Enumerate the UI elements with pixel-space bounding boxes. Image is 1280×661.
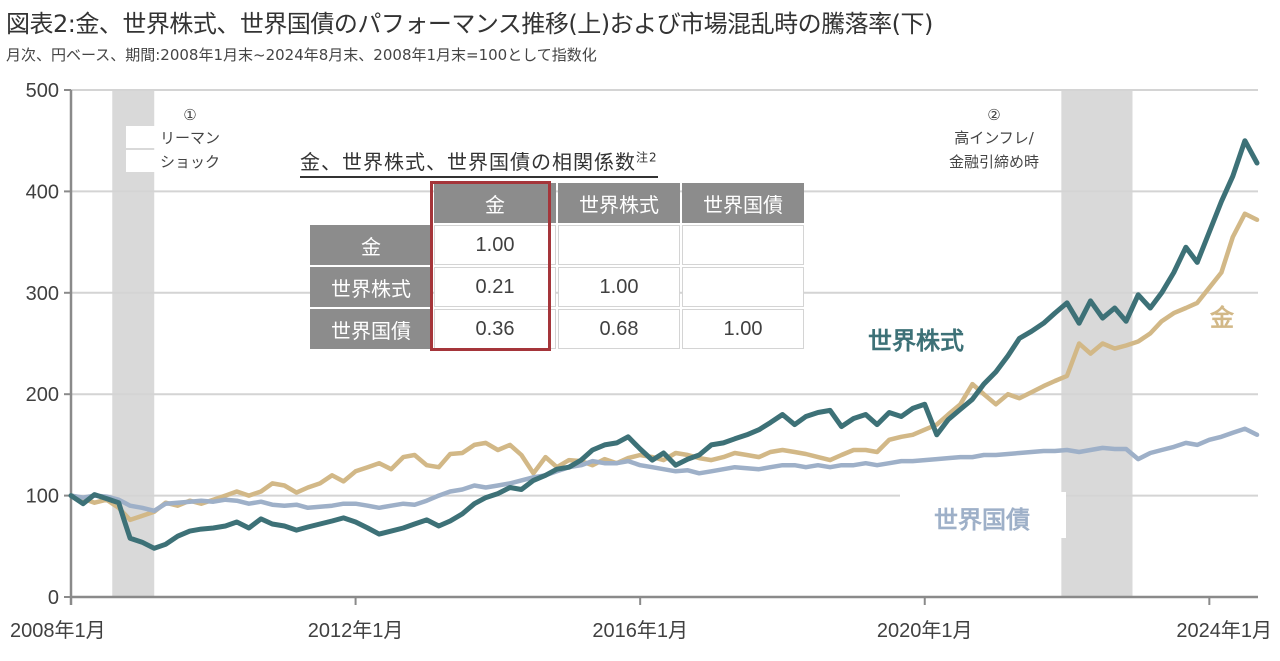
y-tick-label: 500 (26, 80, 59, 102)
column-header: 金 (434, 183, 556, 223)
correlation-cell (682, 225, 804, 265)
y-tick-label: 200 (26, 384, 59, 406)
series-line-gold (68, 211, 1260, 523)
y-tick-label: 300 (26, 283, 59, 305)
correlation-row: 世界株式 0.21 1.00 (310, 267, 804, 307)
shaded-period-2 (1061, 90, 1133, 597)
correlation-title-text: 金、世界株式、世界国債の相関係数 (300, 150, 636, 174)
correlation-cell: 1.00 (682, 309, 804, 349)
row-header: 金 (310, 225, 432, 265)
correlation-cell: 0.36 (434, 309, 556, 349)
column-header: 世界国債 (682, 183, 804, 223)
annotation-number: ② (987, 106, 1000, 124)
correlation-table: 金 世界株式 世界国債 金 1.00 世界株式 0.21 1.00 世界国債 0… (308, 181, 806, 351)
chart-title: 図表2:金、世界株式、世界国債のパフォーマンス推移(上)および市場混乱時の騰落率… (6, 10, 933, 38)
series-label-backdrop (900, 492, 1066, 538)
correlation-cell (682, 267, 804, 307)
annotation-backdrop (930, 126, 1058, 148)
annotation-text: 金融引締め時 (949, 153, 1039, 171)
annotation-backdrop (126, 150, 254, 172)
annotation-text: リーマン (160, 129, 220, 147)
row-header: 世界株式 (310, 267, 432, 307)
row-header: 世界国債 (310, 309, 432, 349)
series-label-bond: 世界国債 (934, 506, 1030, 534)
x-tick-label: 2008年1月 (10, 619, 106, 642)
correlation-cell: 1.00 (434, 225, 556, 265)
series-line-bond (68, 426, 1260, 514)
x-tick-label: 2012年1月 (308, 619, 404, 642)
annotation-text: 高インフレ/ (954, 129, 1035, 147)
correlation-row: 世界国債 0.36 0.68 1.00 (310, 309, 804, 349)
correlation-cell (558, 225, 680, 265)
correlation-title-note: 注2 (636, 150, 658, 165)
y-tick-label: 100 (26, 486, 59, 508)
correlation-header-row: 金 世界株式 世界国債 (310, 183, 804, 223)
annotation-backdrop (930, 150, 1058, 172)
correlation-cell: 1.00 (558, 267, 680, 307)
x-tick-label: 2024年1月 (1176, 619, 1272, 642)
x-tick-label: 2016年1月 (592, 619, 688, 642)
x-tick-label: 2020年1月 (877, 619, 973, 642)
series-label-gold: 金 (1209, 304, 1235, 332)
column-header: 世界株式 (558, 183, 680, 223)
series-line-equity (68, 138, 1260, 551)
annotation-text: ショック (160, 153, 220, 171)
y-tick-label: 0 (48, 587, 59, 609)
chart-subtitle: 月次、円ベース、期間:2008年1月末~2024年8月末、2008年1月末=10… (6, 46, 597, 64)
y-tick-label: 400 (26, 181, 59, 203)
annotation-backdrop (126, 126, 254, 148)
correlation-cell: 0.68 (558, 309, 680, 349)
corner-cell (310, 183, 432, 223)
correlation-table-title: 金、世界株式、世界国債の相関係数注2 (300, 146, 658, 178)
correlation-row: 金 1.00 (310, 225, 804, 265)
correlation-cell: 0.21 (434, 267, 556, 307)
series-label-equity: 世界株式 (868, 327, 964, 355)
annotation-number: ① (183, 106, 196, 124)
